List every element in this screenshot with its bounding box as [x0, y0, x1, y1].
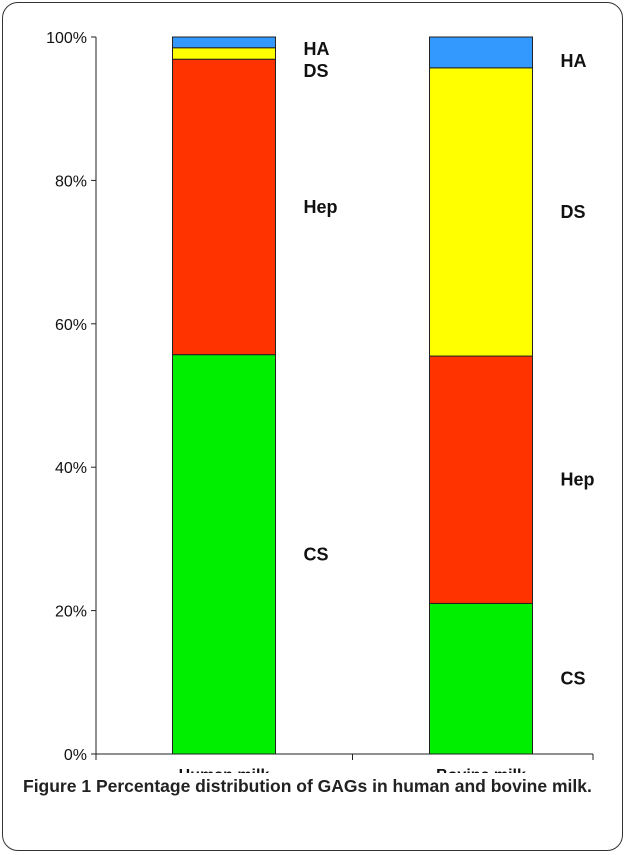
segment-label-ds-human-milk: DS [304, 61, 329, 81]
y-tick-label-100: 100% [46, 30, 87, 47]
axis-layer: 0% 20% 40% 60% 80% 100% Human milk Bovine milk [46, 30, 594, 773]
x-tick-label-bovine-milk: Bovine milk [436, 767, 526, 773]
bar-segment-ha-bovine-milk [429, 36, 533, 69]
y-tick-label-80: 80% [55, 173, 87, 190]
stacked-bar-chart: 0%20%40%60%80%100%Human milkBovine milk … [46, 30, 595, 773]
segment-label-hep-bovine-milk: Hep [561, 470, 595, 490]
segment-label-hep-human-milk: Hep [304, 197, 338, 217]
y-tick-label-20: 20% [55, 604, 87, 621]
x-tick-label-human-milk: Human milk [179, 767, 270, 773]
y-tick-label-60: 60% [55, 317, 87, 334]
segment-label-ha-bovine-milk: HA [561, 51, 587, 71]
y-tick-label-40: 40% [55, 460, 87, 477]
figure-number: Figure 1 [23, 776, 92, 796]
bar-segment-cs-bovine-milk [429, 602, 533, 755]
bar-segment-ds-human-milk [172, 47, 276, 60]
segment-label-ha-human-milk: HA [304, 39, 330, 59]
segment-label-cs-human-milk: CS [304, 544, 329, 564]
bars-layer [172, 36, 533, 755]
y-tick-label-0: 0% [64, 747, 87, 764]
bar-segment-hep-bovine-milk [429, 355, 533, 604]
bar-segment-ha-human-milk [172, 36, 276, 49]
bar-segment-hep-human-milk [172, 58, 276, 356]
segment-label-ds-bovine-milk: DS [561, 202, 586, 222]
segment-label-cs-bovine-milk: CS [561, 669, 586, 689]
bar-segment-cs-human-milk [172, 354, 276, 755]
bar-segment-ds-bovine-milk [429, 67, 533, 357]
figure-caption: Figure 1 Percentage distribution of GAGs… [23, 773, 608, 799]
figure-caption-text: Percentage distribution of GAGs in human… [95, 776, 592, 796]
